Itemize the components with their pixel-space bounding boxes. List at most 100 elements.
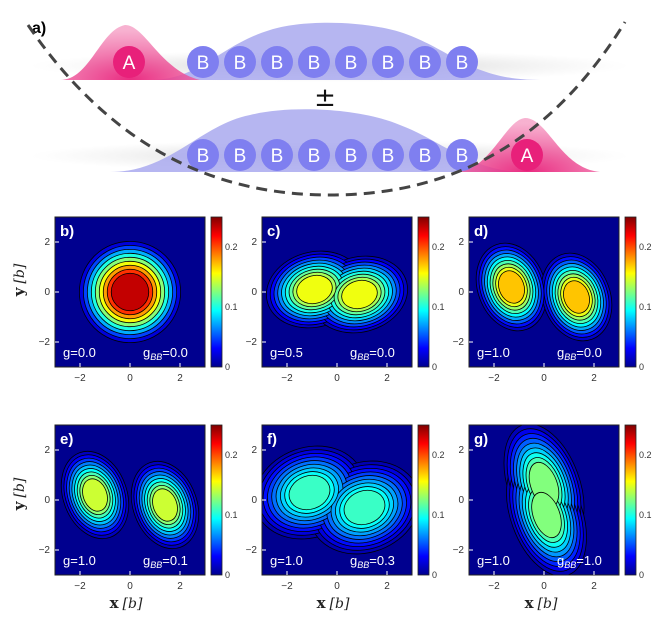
y-tick-label: 0 [458, 495, 464, 506]
x-tick-label: 2 [177, 581, 183, 592]
gbb-parameter: gBB=0.0 [557, 345, 602, 362]
svg-text:x[b]: x [b] [525, 594, 558, 612]
gbb-parameter: gBB=0.0 [350, 345, 395, 362]
contour-level [82, 478, 108, 512]
g-parameter: g=1.0 [477, 553, 510, 568]
g-parameter: g=1.0 [477, 345, 510, 360]
density-contours [503, 425, 587, 575]
y-tick-label: −2 [39, 545, 51, 556]
b-atom-circle [409, 46, 441, 78]
svg-text:x[b]: x [b] [317, 594, 350, 612]
x-tick-label: −2 [74, 581, 86, 592]
bottom-a-atom: A [511, 139, 543, 171]
trap-potential-curve [26, 21, 627, 197]
y-tick-label: 0 [251, 287, 257, 298]
colorbar-tick-label: 0 [432, 362, 437, 372]
panel-label: e) [60, 431, 73, 448]
colorbar-tick-label: 0.2 [639, 450, 652, 460]
colorbar-tick-label: 0 [639, 362, 644, 372]
density-contours [78, 240, 182, 344]
density-contours [60, 450, 200, 550]
colorbar-tick-label: 0.1 [432, 302, 445, 312]
panel-label: g) [474, 431, 488, 448]
b-atom-label: B [271, 146, 284, 167]
colorbar [210, 424, 223, 576]
x-tick-label: 2 [591, 581, 597, 592]
a-atom-label: A [521, 146, 534, 167]
y-tick-label: −2 [453, 337, 465, 348]
b-atom: B [372, 46, 404, 78]
g-parameter: g=1.0 [63, 553, 96, 568]
panel-label: f) [267, 431, 277, 448]
colorbar [417, 216, 430, 368]
colorbar [417, 424, 430, 576]
contour-level [531, 491, 562, 539]
x-tick-label: 0 [334, 581, 340, 592]
g-parameter: g=1.0 [270, 553, 303, 568]
b-atom-label: B [271, 53, 284, 74]
b-atom: B [261, 139, 293, 171]
b-atom-circle [187, 139, 219, 171]
density-contours [475, 242, 613, 342]
panel-g: −2 0 2 2 0 −2 g) g=1.0 gBB=1.0 0.2 0.1 0 [453, 424, 652, 592]
contour-level [498, 270, 525, 304]
a-atom-circle [113, 46, 145, 78]
gbb-parameter: gBB=0.0 [143, 345, 188, 362]
y-axis-label-top: y[b] [10, 263, 28, 297]
b-atom-circle [224, 46, 256, 78]
svg-text:x[b]: x [b] [110, 594, 143, 612]
b-atom: B [335, 139, 367, 171]
b-atom-circle [335, 46, 367, 78]
y-tick-label: 0 [44, 287, 50, 298]
gbb-parameter: gBB=0.3 [350, 553, 395, 570]
x-tick-label: −2 [281, 373, 293, 384]
b-atom-label: B [308, 53, 321, 74]
b-atom-label: B [456, 53, 469, 74]
g-parameter: g=0.0 [63, 345, 96, 360]
x-axis-label-right: x [b] [525, 594, 558, 612]
x-tick-label: −2 [488, 373, 500, 384]
y-tick-label: 2 [251, 445, 257, 456]
y-tick-label: 2 [458, 237, 464, 248]
b-atom: B [187, 46, 219, 78]
density-panels: −2 0 2 2 0 −2 b) g=0.0 gBB=0.0 0.2 0.1 0 −2 0 2 2 0 −2 c) g… [39, 216, 652, 592]
x-tick-label: −2 [74, 373, 86, 384]
panel-c: −2 0 2 2 0 −2 c) g=0.5 gBB=0.0 0.2 0.1 0 [246, 216, 445, 384]
x-tick-label: 2 [384, 581, 390, 592]
b-atom-circle [446, 139, 478, 171]
x-tick-label: 0 [127, 581, 133, 592]
b-atom-circle [224, 139, 256, 171]
y-tick-label: 0 [458, 287, 464, 298]
x-tick-label: 0 [541, 581, 547, 592]
a-atom-label: A [123, 53, 136, 74]
contour-level [296, 274, 333, 305]
contour-level [288, 474, 331, 511]
gbb-parameter: gBB=0.1 [143, 553, 188, 570]
colorbar [210, 216, 223, 368]
b-atom-circle [298, 139, 330, 171]
b-atom: B [298, 46, 330, 78]
panel-label: b) [60, 223, 74, 240]
x-axis-label-middle: x [b] [317, 594, 350, 612]
b-atom-label: B [382, 53, 395, 74]
colorbar-tick-label: 0.1 [225, 302, 238, 312]
colorbar-tick-label: 0 [225, 362, 230, 372]
panel-label: c) [267, 223, 280, 240]
panel-label-a: a) [32, 20, 46, 37]
b-atom-circle [298, 46, 330, 78]
b-atom-label: B [197, 146, 210, 167]
y-tick-label: 2 [251, 237, 257, 248]
y-tick-label: 2 [44, 445, 50, 456]
b-atom: B [187, 139, 219, 171]
contour-level [343, 489, 386, 526]
density-contours [262, 445, 412, 555]
b-atom-circle [261, 46, 293, 78]
y-tick-label: −2 [453, 545, 465, 556]
x-tick-label: −2 [281, 581, 293, 592]
x-tick-label: 0 [334, 373, 340, 384]
